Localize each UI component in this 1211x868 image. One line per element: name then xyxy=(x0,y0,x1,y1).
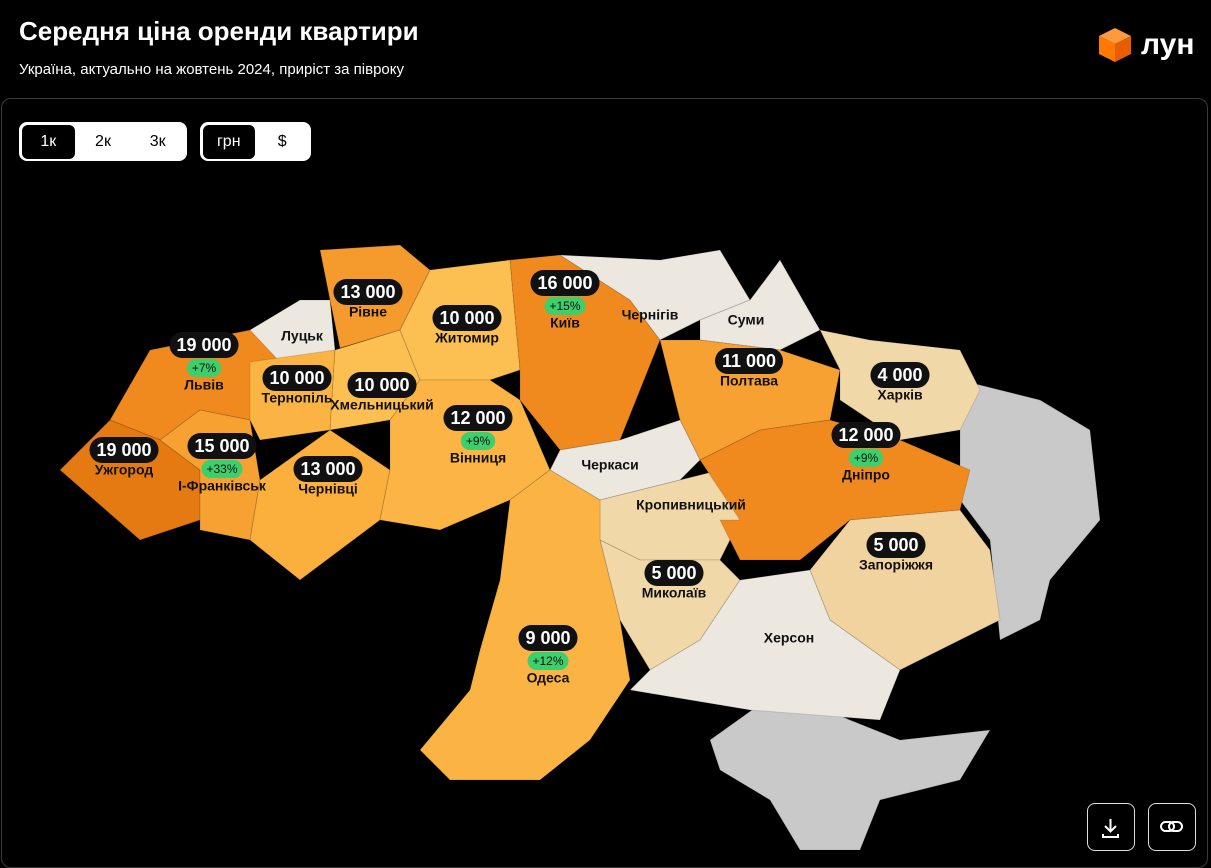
region-shape xyxy=(419,469,631,781)
region-name: Чернігів xyxy=(622,307,679,323)
region-shape xyxy=(249,429,391,581)
price-label: 10 000 xyxy=(439,308,494,328)
region-name: Одеса xyxy=(527,670,570,686)
region-name: Запоріжжя xyxy=(859,557,933,573)
change-pill xyxy=(201,460,243,478)
price-pill xyxy=(518,625,578,651)
region-name: Хмельницький xyxy=(330,397,433,413)
download-icon xyxy=(1102,819,1119,838)
price-label: 9 000 xyxy=(525,628,570,648)
change-pill xyxy=(848,449,884,467)
price-pill xyxy=(262,365,332,391)
link-button[interactable] xyxy=(1148,803,1196,851)
change-label: +7% xyxy=(192,361,217,375)
subtitle: Україна, актуально на жовтень 2024, прир… xyxy=(19,61,404,78)
change-pill xyxy=(186,359,222,377)
region-name: Вінниця xyxy=(450,450,506,466)
region-name: Дніпро xyxy=(842,467,890,483)
region-name: Миколаїв xyxy=(642,585,707,601)
rooms-option[interactable]: 3к xyxy=(149,132,166,150)
price-pill xyxy=(714,348,784,374)
change-pill xyxy=(544,297,586,315)
rooms-option[interactable]: 1к xyxy=(22,124,75,159)
change-label: +9% xyxy=(854,451,879,465)
price-pill xyxy=(169,332,239,358)
price-pill xyxy=(293,456,363,482)
price-pill xyxy=(644,560,704,586)
region-name: Черкаси xyxy=(581,457,638,473)
price-pill xyxy=(333,279,403,305)
logo-cube xyxy=(1099,28,1131,62)
price-pill xyxy=(870,362,930,388)
price-pill xyxy=(530,270,600,296)
change-pill xyxy=(527,652,569,670)
title: Середня ціна оренди квартири xyxy=(19,16,419,46)
price-pill xyxy=(89,437,159,463)
change-label: +12% xyxy=(532,654,563,668)
region-name: Харків xyxy=(877,387,923,403)
price-pill xyxy=(831,422,901,448)
price-label: 13 000 xyxy=(340,282,395,302)
price-pill xyxy=(187,433,257,459)
region-name: Кропивницький xyxy=(636,497,746,513)
logo-text: лун xyxy=(1141,28,1195,61)
change-label: +33% xyxy=(206,462,237,476)
price-label: 4 000 xyxy=(877,365,922,385)
rooms-toggle: 1к 2к 3к xyxy=(19,122,187,161)
change-pill xyxy=(460,432,496,450)
price-label: 12 000 xyxy=(838,425,893,445)
price-label: 5 000 xyxy=(651,563,696,583)
region-name: І-Франківськ xyxy=(178,478,267,494)
region-name: Луцьк xyxy=(281,328,324,344)
logo: лун xyxy=(1097,26,1194,64)
region-shape xyxy=(549,419,701,501)
region-name: Київ xyxy=(550,315,580,331)
price-label: 5 000 xyxy=(873,535,918,555)
price-label: 13 000 xyxy=(300,459,355,479)
price-pill xyxy=(432,305,502,331)
price-label: 15 000 xyxy=(194,436,249,456)
region-name: Чернівці xyxy=(298,481,358,497)
price-label: 10 000 xyxy=(354,375,409,395)
price-label: 19 000 xyxy=(96,440,151,460)
region-name: Ужгород xyxy=(95,462,154,478)
change-label: +15% xyxy=(549,299,580,313)
price-label: 19 000 xyxy=(176,335,231,355)
currency-toggle: грн $ xyxy=(200,122,311,161)
currency-option[interactable]: грн xyxy=(203,124,255,159)
price-pill xyxy=(443,405,513,431)
region-name: Суми xyxy=(728,312,765,328)
price-label: 16 000 xyxy=(537,273,592,293)
price-label: 10 000 xyxy=(269,368,324,388)
price-pill xyxy=(347,372,417,398)
rooms-option[interactable]: 2к xyxy=(95,132,111,150)
change-label: +9% xyxy=(466,434,491,448)
download-button[interactable] xyxy=(1087,803,1135,851)
region-name: Львів xyxy=(184,377,224,393)
link-icon xyxy=(1160,821,1183,832)
region-name: Тернопіль xyxy=(261,390,332,406)
region-name: Рівне xyxy=(349,304,387,320)
price-label: 12 000 xyxy=(450,408,505,428)
region-name: Житомир xyxy=(434,330,499,346)
region-name: Херсон xyxy=(764,630,814,646)
region-name: Полтава xyxy=(720,373,778,389)
region-shape xyxy=(628,569,901,721)
price-pill xyxy=(866,532,926,558)
currency-option[interactable]: $ xyxy=(277,132,287,150)
price-label: 11 000 xyxy=(722,351,776,371)
